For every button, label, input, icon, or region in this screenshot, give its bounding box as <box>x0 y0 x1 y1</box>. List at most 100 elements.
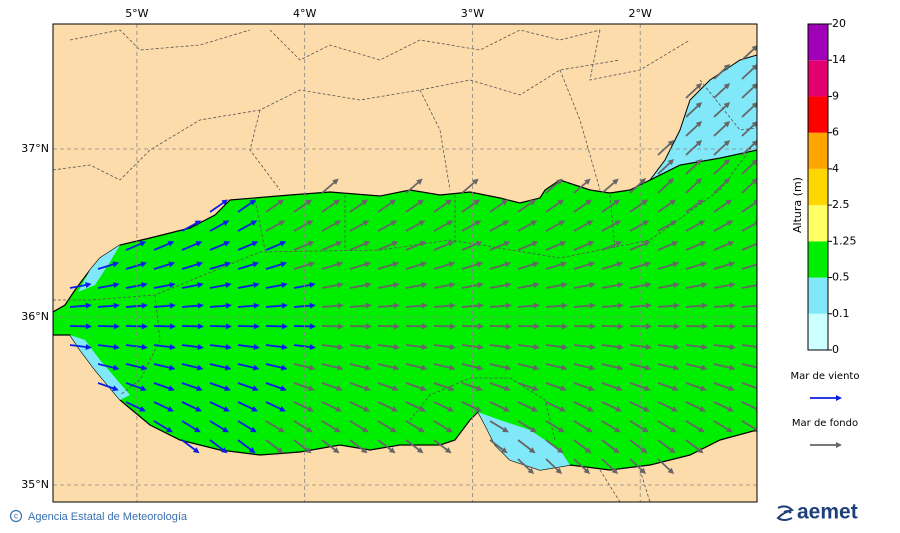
wave-arrow-shaft <box>657 160 673 175</box>
wave-arrow-shaft <box>573 304 594 308</box>
wave-arrow-shaft <box>433 420 451 432</box>
wave-arrow-shaft <box>265 221 284 232</box>
wave-arrow-shaft <box>517 363 537 370</box>
wave-arrow-head <box>668 447 676 454</box>
wave-arrow-shaft <box>573 344 593 349</box>
wave-arrow-shaft <box>293 401 312 411</box>
wave-arrow-head <box>113 344 120 350</box>
wave-arrow-head <box>505 302 512 309</box>
wave-arrow-shaft <box>433 382 453 391</box>
wave-arrow-head <box>617 344 624 350</box>
wave-arrow-head <box>196 364 204 371</box>
wave-arrow-head <box>726 426 733 433</box>
colorbar-label: 0.5 <box>832 271 850 284</box>
wave-arrow-shaft <box>293 439 310 453</box>
wave-arrow-shaft <box>377 283 397 289</box>
wave-arrow-head <box>85 282 92 288</box>
wave-arrow-shaft <box>433 283 453 289</box>
colorbar-bin <box>808 96 828 133</box>
wave-arrow-head <box>307 241 315 247</box>
wave-arrow-head <box>757 282 763 288</box>
credit: Agencia Estatal de Meteorología <box>28 511 188 523</box>
wave-arrow-head <box>364 261 372 268</box>
legend-label: Mar de fondo <box>792 418 858 429</box>
wave-arrow-head <box>391 406 398 412</box>
wave-arrow-shaft <box>433 304 454 308</box>
wave-arrow-shaft <box>405 382 425 391</box>
wave-arrow-head <box>612 447 620 454</box>
wave-arrow-shaft <box>181 283 201 289</box>
wave-arrow-head <box>85 302 92 309</box>
wave-arrow-head <box>584 178 591 185</box>
wave-arrow-shaft <box>293 200 311 213</box>
wave-arrow-head <box>588 261 596 268</box>
wave-arrow-head <box>503 406 510 412</box>
wave-arrow-head <box>419 406 426 412</box>
wave-arrow-shaft <box>657 200 675 213</box>
wave-arrow-shaft <box>293 420 311 432</box>
wave-arrow-head <box>392 261 400 268</box>
wave-arrow-shaft <box>321 439 338 453</box>
wave-arrow-head <box>472 178 479 185</box>
wave-arrow-shaft <box>741 420 757 432</box>
wave-arrow-head <box>420 385 427 392</box>
wave-arrow-head <box>616 385 623 392</box>
wave-arrow-head <box>751 140 757 147</box>
wave-arrow-head <box>671 406 678 412</box>
wave-arrow-shaft <box>265 420 283 432</box>
wave-arrow-shaft <box>517 304 538 308</box>
lon-label: 4°W <box>293 7 316 20</box>
wave-arrow-head <box>533 323 540 330</box>
wave-arrow-shaft <box>685 344 705 349</box>
wave-arrow-head <box>364 385 371 392</box>
wave-arrow-head <box>281 344 288 350</box>
wave-arrow-shaft <box>657 439 674 453</box>
wave-arrow-shaft <box>237 262 257 270</box>
wave-arrow-shaft <box>433 221 452 232</box>
wave-arrow-shaft <box>629 200 647 213</box>
wave-arrow-head <box>728 385 735 392</box>
wave-arrow-head <box>224 364 232 371</box>
wave-arrow-head <box>617 302 624 309</box>
wave-arrow-shaft <box>153 420 171 432</box>
wave-arrow-shaft <box>741 141 757 156</box>
wave-arrow-shaft <box>601 363 621 370</box>
wave-arrow-shaft <box>489 200 507 213</box>
wave-arrow-shaft <box>629 221 648 232</box>
wave-arrow-head <box>392 364 400 371</box>
wave-arrow-head <box>532 261 540 268</box>
colorbar-label: 4 <box>832 162 839 175</box>
wave-arrow-shaft <box>573 179 590 194</box>
wave-arrow-head <box>669 199 677 206</box>
wave-arrow-shaft <box>545 179 562 194</box>
wave-arrow-shaft <box>209 363 229 370</box>
wave-arrow-shaft <box>405 262 425 270</box>
wave-arrow-head <box>140 385 147 392</box>
graticule <box>53 24 757 502</box>
wave-arrow-shaft <box>69 344 89 349</box>
wave-arrow-shaft <box>713 262 733 270</box>
wave-arrow-head <box>307 406 314 412</box>
wave-arrow-head <box>751 178 757 185</box>
wave-arrow-head <box>113 302 120 309</box>
wave-arrow-shaft <box>545 344 565 349</box>
colorbar: 0 0.1 0.5 1.25 2.5 4 6 9 14 20 <box>807 17 857 356</box>
wave-arrow-head <box>701 323 708 330</box>
colorbar-label: 2.5 <box>832 198 850 211</box>
wave-arrow-head <box>698 220 706 226</box>
wave-arrow-shaft <box>321 221 340 232</box>
wave-arrow-head <box>560 385 567 392</box>
wave-arrow-head <box>672 261 680 268</box>
wave-arrow-head <box>197 302 204 309</box>
wave-arrow-head <box>530 220 538 226</box>
wave-arrow-shaft <box>517 439 534 453</box>
wave-arrow-head <box>529 199 537 206</box>
wave-arrow-shaft <box>601 344 621 349</box>
wave-arrow-head <box>723 159 731 166</box>
wave-arrow-shaft <box>461 401 480 411</box>
wave-arrow-shaft <box>713 241 732 251</box>
wave-arrow-shaft <box>153 401 172 411</box>
wave-arrow-head <box>558 220 566 226</box>
wave-arrow-head <box>587 406 594 412</box>
wave-arrow-shaft <box>657 304 678 308</box>
